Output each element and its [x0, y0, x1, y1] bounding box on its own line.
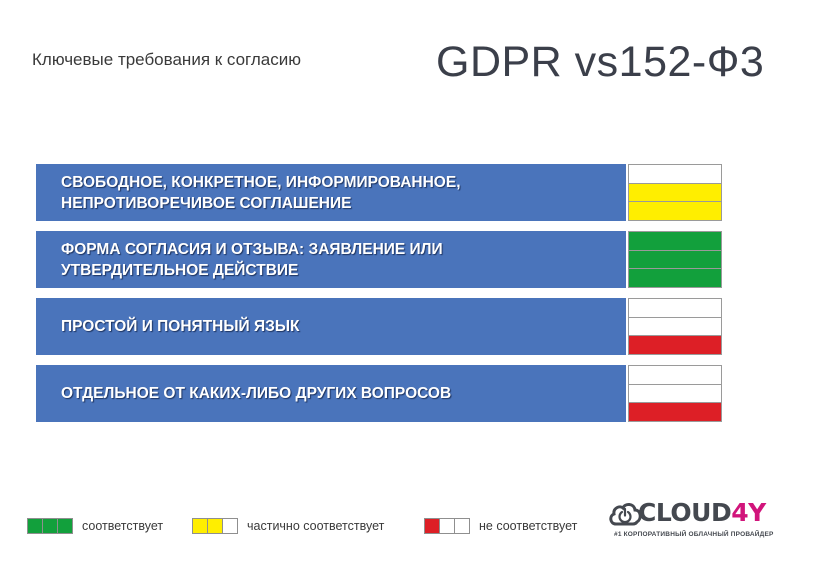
indicator-cell-2 [628, 383, 722, 404]
page-title: GDPR vs152-Ф3 [436, 38, 765, 86]
indicator-cell-3 [628, 402, 722, 423]
page-subtitle: Ключевые требования к согласию [32, 50, 301, 69]
cloud4y-logo: CLOUD4Y #1 КОРПОРАТИВНЫЙ ОБЛАЧНЫЙ ПРОВАЙ… [608, 498, 778, 548]
indicator-cell-3 [628, 268, 722, 289]
logo-name-accent: 4Y [731, 498, 766, 527]
compliance-indicator [628, 365, 722, 423]
logo-tagline: #1 КОРПОРАТИВНЫЙ ОБЛАЧНЫЙ ПРОВАЙДЕР [614, 531, 774, 538]
requirement-label-box: Форма согласия и отзыва: заявление или у… [36, 231, 626, 288]
indicator-cell-1 [628, 164, 722, 184]
legend-cell [192, 518, 208, 534]
requirement-row-4: Отдельное от каких-либо других вопросов [36, 365, 722, 423]
requirement-label: Форма согласия и отзыва: заявление или у… [61, 240, 443, 279]
legend-label: соответствует [82, 519, 164, 533]
compliance-indicator [628, 298, 722, 356]
legend-swatch [424, 518, 470, 534]
requirement-label-box: Простой и понятный язык [36, 298, 626, 355]
legend-cell [454, 518, 470, 534]
legend-cell [42, 518, 58, 534]
indicator-cell-2 [628, 182, 722, 203]
requirement-label: Простой и понятный язык [61, 318, 300, 335]
requirement-row-1: Свободное, конкретное, информированное, … [36, 164, 722, 222]
legend-full: соответствует [27, 518, 163, 534]
legend-swatch [192, 518, 238, 534]
requirement-label: Отдельное от каких-либо других вопросов [61, 385, 452, 402]
legend-none: не соответствует [424, 518, 577, 534]
requirement-label: Свободное, конкретное, информированное, … [61, 173, 461, 212]
indicator-cell-1 [628, 231, 722, 251]
legend-label: частично соответствует [247, 519, 385, 533]
requirement-label-box: Отдельное от каких-либо других вопросов [36, 365, 626, 422]
legend-label: не соответствует [479, 519, 578, 533]
indicator-cell-2 [628, 249, 722, 270]
requirement-row-2: Форма согласия и отзыва: заявление или у… [36, 231, 722, 289]
legend-cell [207, 518, 223, 534]
legend-partial: частично соответствует [192, 518, 384, 534]
legend-cell [27, 518, 43, 534]
legend-cell [222, 518, 238, 534]
indicator-cell-1 [628, 365, 722, 385]
indicator-cell-2 [628, 316, 722, 337]
requirement-label-box: Свободное, конкретное, информированное, … [36, 164, 626, 221]
legend-cell [439, 518, 455, 534]
legend-swatch [27, 518, 73, 534]
logo-wordmark: CLOUD4Y [638, 498, 766, 527]
cloud-power-icon [609, 503, 642, 526]
requirement-row-3: Простой и понятный язык [36, 298, 722, 356]
compliance-indicator [628, 231, 722, 289]
compliance-indicator [628, 164, 722, 222]
indicator-cell-1 [628, 298, 722, 318]
logo-name-main: CLOUD [638, 498, 732, 527]
legend-cell [57, 518, 73, 534]
indicator-cell-3 [628, 335, 722, 356]
legend-cell [424, 518, 440, 534]
indicator-cell-3 [628, 201, 722, 222]
